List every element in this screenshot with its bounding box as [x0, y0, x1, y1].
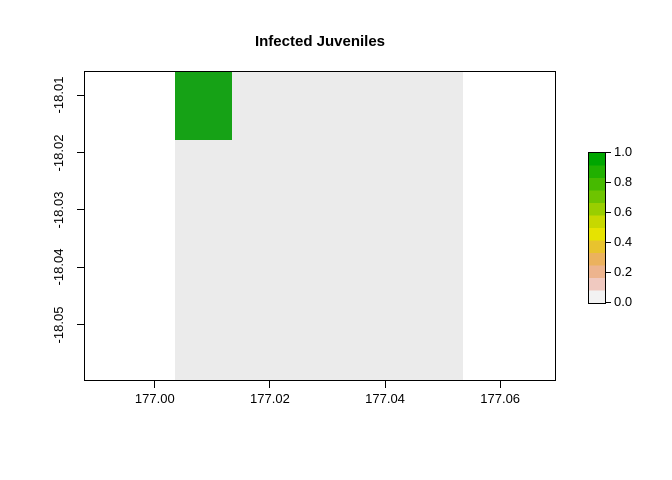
x-tick: [154, 381, 156, 388]
legend-bar: [588, 152, 606, 304]
chart-title: Infected Juveniles: [254, 33, 386, 50]
heatmap-infected-cell: [174, 71, 233, 140]
legend-tick: [606, 301, 611, 303]
legend-tick-label: 0.8: [614, 174, 633, 189]
y-tick: [77, 94, 84, 96]
legend-tick: [606, 241, 611, 243]
legend-tick-label: 0.0: [614, 294, 633, 309]
y-tick-label: -18.05: [51, 306, 66, 344]
y-tick-label: -18.04: [51, 248, 66, 286]
y-tick: [77, 266, 84, 268]
legend-tick-label: 0.4: [614, 234, 633, 249]
x-tick-label: 177.00: [134, 391, 175, 406]
x-tick: [499, 381, 501, 388]
x-tick-label: 177.06: [480, 391, 521, 406]
y-tick-label: -18.02: [51, 134, 66, 171]
x-tick: [269, 381, 271, 388]
x-tick-label: 177.04: [365, 391, 405, 406]
legend-tick-label: 0.2: [614, 264, 633, 279]
legend-tick: [606, 211, 611, 213]
x-tick: [384, 381, 386, 388]
y-tick-label: -18.03: [51, 191, 66, 229]
legend-tick-label: 1.0: [614, 144, 633, 159]
legend-tick-label: 0.6: [614, 204, 633, 219]
x-tick-label: 177.02: [250, 391, 290, 406]
legend-tick: [606, 151, 611, 153]
legend-tick: [606, 181, 611, 183]
y-tick: [77, 152, 84, 154]
y-tick: [77, 209, 84, 211]
legend-tick: [606, 271, 611, 273]
y-tick: [77, 324, 84, 326]
y-tick-label: -18.01: [51, 76, 66, 114]
